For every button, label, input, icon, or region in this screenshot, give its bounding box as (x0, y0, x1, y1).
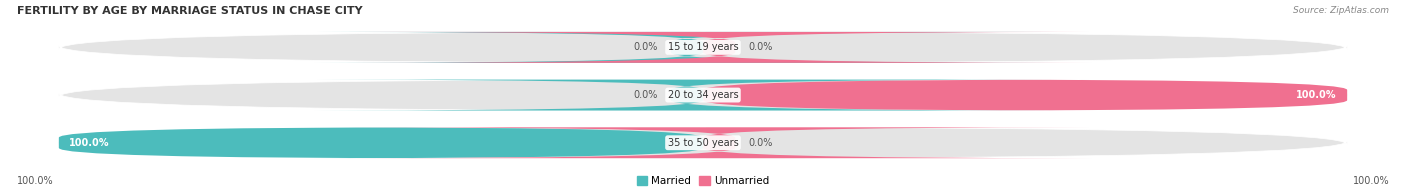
FancyBboxPatch shape (59, 32, 1347, 63)
FancyBboxPatch shape (347, 32, 1091, 63)
Text: Source: ZipAtlas.com: Source: ZipAtlas.com (1294, 6, 1389, 15)
Text: 0.0%: 0.0% (633, 90, 658, 100)
FancyBboxPatch shape (703, 80, 1347, 111)
FancyBboxPatch shape (59, 127, 1347, 158)
Text: FERTILITY BY AGE BY MARRIAGE STATUS IN CHASE CITY: FERTILITY BY AGE BY MARRIAGE STATUS IN C… (17, 6, 363, 16)
Text: 100.0%: 100.0% (17, 176, 53, 186)
Text: 100.0%: 100.0% (1353, 176, 1389, 186)
Text: 100.0%: 100.0% (1296, 90, 1337, 100)
Text: 15 to 19 years: 15 to 19 years (668, 42, 738, 52)
FancyBboxPatch shape (347, 127, 1091, 158)
FancyBboxPatch shape (59, 127, 703, 158)
Text: 20 to 34 years: 20 to 34 years (668, 90, 738, 100)
Text: 35 to 50 years: 35 to 50 years (668, 138, 738, 148)
Text: 0.0%: 0.0% (748, 42, 773, 52)
Text: 100.0%: 100.0% (69, 138, 110, 148)
FancyBboxPatch shape (315, 80, 1059, 111)
Text: 0.0%: 0.0% (633, 42, 658, 52)
FancyBboxPatch shape (59, 80, 1347, 111)
Legend: Married, Unmarried: Married, Unmarried (637, 176, 769, 186)
Text: 0.0%: 0.0% (748, 138, 773, 148)
FancyBboxPatch shape (315, 32, 1059, 63)
